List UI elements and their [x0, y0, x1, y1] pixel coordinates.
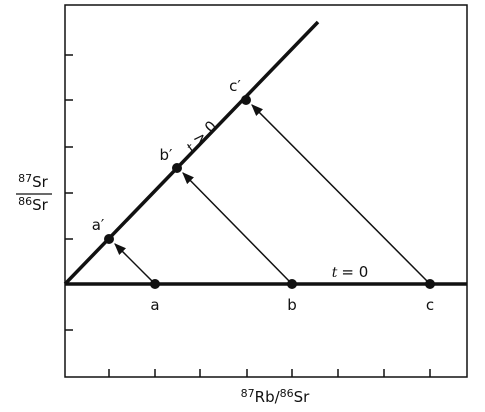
element: Sr [32, 196, 49, 214]
point-label: c′ [229, 77, 241, 95]
relation: > 0 [189, 117, 221, 149]
element: Sr [32, 173, 49, 191]
relation: = 0 [341, 263, 368, 281]
separator: / [275, 388, 281, 406]
point-label: b [287, 296, 297, 314]
ticks [65, 54, 431, 377]
line-label: t = 0 [332, 263, 369, 281]
variable: t [332, 265, 338, 281]
point-label: b′ [160, 146, 174, 164]
line-label: t> 0 [182, 117, 220, 156]
y-axis-denominator: 86Sr [18, 195, 49, 214]
points [104, 95, 435, 289]
arrows [114, 104, 431, 285]
mass: 87 [241, 387, 255, 400]
y-axis-numerator: 87Sr [18, 172, 49, 191]
point-label: a′ [92, 216, 105, 234]
mass: 87 [18, 172, 32, 185]
x-axis-label: 87Rb/86Sr [241, 387, 311, 406]
mass: 86 [280, 387, 294, 400]
element: Sr [294, 388, 311, 406]
point-label: c [426, 296, 434, 314]
frame [64, 4, 468, 378]
mass: 86 [18, 195, 32, 208]
element: Rb [255, 388, 275, 406]
point-label: a [150, 296, 159, 314]
